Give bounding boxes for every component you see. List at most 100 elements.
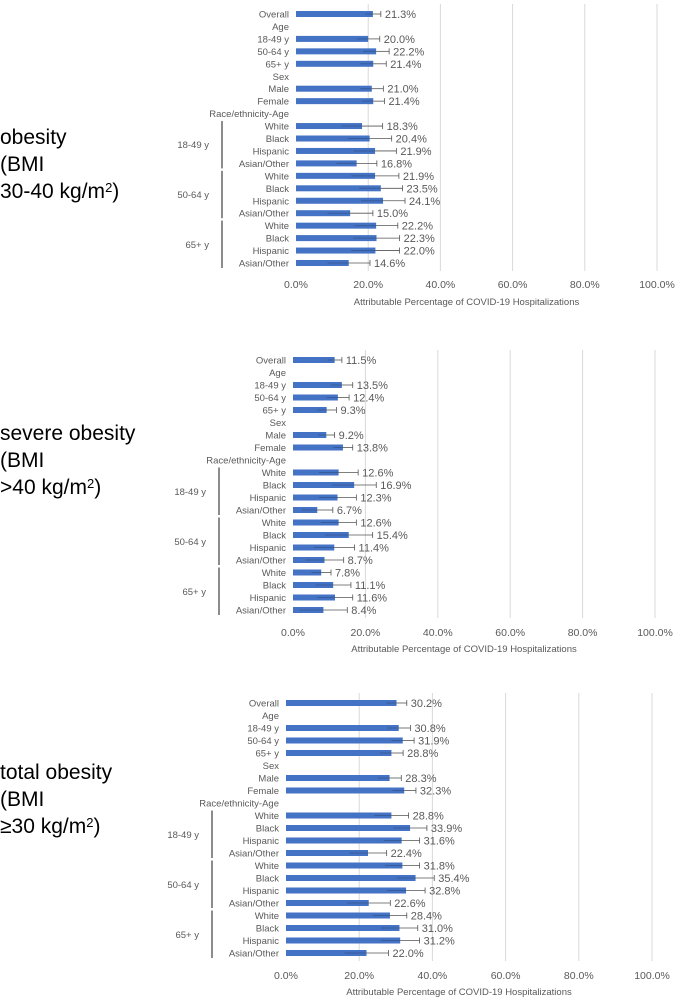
category-label: Black xyxy=(256,824,279,835)
value-label: 30.8% xyxy=(414,723,445,735)
value-label: 20.0% xyxy=(384,34,415,46)
value-label: 22.0% xyxy=(392,948,423,960)
x-tick-label: 20.0% xyxy=(353,279,383,291)
value-label: 11.1% xyxy=(355,580,386,592)
category-label: Asian/Other xyxy=(239,159,289,170)
bar xyxy=(296,135,370,142)
bar xyxy=(296,147,376,154)
bar xyxy=(296,60,374,67)
category-label: Asian/Other xyxy=(236,556,286,567)
unit: 30-40 kg/m xyxy=(0,180,106,203)
category-label: 50-64 y xyxy=(247,736,279,747)
panel-title-total-obesity: total obesity (BMI ≥30 kg/m2) xyxy=(0,759,112,840)
x-axis-label: Attributable Percentage of COVID-19 Hosp… xyxy=(346,987,572,998)
category-label: Overall xyxy=(259,10,289,21)
x-tick-label: 60.0% xyxy=(491,970,521,982)
category-label: 50-64 y xyxy=(257,47,289,58)
group-label: 65+ y xyxy=(182,587,206,598)
group-label: 65+ y xyxy=(175,930,199,941)
category-label: Black xyxy=(256,924,279,935)
category-label: Hispanic xyxy=(253,196,290,207)
value-label: 21.3% xyxy=(385,9,416,21)
bar xyxy=(286,950,367,956)
x-tick-label: 20.0% xyxy=(351,627,381,639)
value-label: 31.0% xyxy=(422,923,453,935)
category-label: Sex xyxy=(263,761,280,772)
bar xyxy=(293,382,342,388)
group-label: 50-64 y xyxy=(177,190,209,201)
x-axis-label: Attributable Percentage of COVID-19 Hosp… xyxy=(351,644,577,655)
category-label: White xyxy=(262,568,286,579)
category-label: Race/ethnicity-Age xyxy=(199,799,279,810)
bar xyxy=(296,85,372,92)
category-label: Male xyxy=(258,774,279,785)
bar xyxy=(293,444,343,451)
value-label: 21.4% xyxy=(390,59,421,71)
category-label: 18-49 y xyxy=(254,381,286,392)
category-label: 18-49 y xyxy=(247,724,279,735)
category-label: Asian/Other xyxy=(229,949,279,960)
value-label: 22.0% xyxy=(404,246,435,258)
group-label: 50-64 y xyxy=(167,880,199,891)
category-label: Asian/Other xyxy=(229,849,279,860)
category-label: Asian/Other xyxy=(239,209,289,220)
category-label: 65+ y xyxy=(255,749,279,760)
category-label: Black xyxy=(256,874,279,885)
category-label: Asian/Other xyxy=(239,259,289,270)
bar xyxy=(296,160,357,167)
panel-title-line1: severe obesity xyxy=(0,422,136,445)
panel-title-obesity: obesity (BMI 30-40 kg/m2) xyxy=(0,124,119,205)
panel-title-line3: ≥30 kg/m2) xyxy=(0,813,112,840)
bar xyxy=(286,775,390,781)
panel-title-line1: obesity xyxy=(0,126,67,149)
value-label: 21.4% xyxy=(388,96,419,108)
value-label: 8.7% xyxy=(348,555,373,567)
x-tick-label: 0.0% xyxy=(281,627,305,639)
bar xyxy=(296,260,349,266)
x-tick-label: 80.0% xyxy=(568,627,598,639)
bar xyxy=(293,569,322,576)
value-label: 32.8% xyxy=(429,886,460,898)
x-tick-label: 40.0% xyxy=(423,627,453,639)
category-label: White xyxy=(255,911,279,922)
x-tick-label: 20.0% xyxy=(344,970,374,982)
x-tick-label: 100.0% xyxy=(637,627,673,639)
bar xyxy=(286,937,401,944)
category-label: Female xyxy=(254,443,286,454)
value-label: 12.6% xyxy=(362,468,393,480)
category-label: Female xyxy=(247,786,279,797)
bar xyxy=(296,35,369,42)
bar xyxy=(296,48,377,55)
unit-exponent: 2 xyxy=(86,476,95,491)
value-label: 31.9% xyxy=(418,736,449,748)
value-label: 28.3% xyxy=(405,773,436,785)
value-label: 8.4% xyxy=(351,605,376,617)
bar xyxy=(286,787,405,794)
group-label: 18-49 y xyxy=(174,487,206,498)
category-label: 65+ y xyxy=(262,406,286,417)
bar xyxy=(286,925,400,931)
value-label: 21.9% xyxy=(403,171,434,183)
category-label: Hispanic xyxy=(243,836,280,847)
bar xyxy=(296,210,351,217)
value-label: 14.6% xyxy=(374,258,405,270)
bar xyxy=(293,532,349,538)
bar xyxy=(296,123,363,130)
value-label: 22.4% xyxy=(391,848,422,860)
category-label: Age xyxy=(262,711,279,722)
category-label: 18-49 y xyxy=(257,34,289,45)
category-label: Asian/Other xyxy=(236,506,286,517)
category-label: Race/ethnicity-Age xyxy=(209,109,289,120)
unit: ≥30 kg/m xyxy=(0,815,87,838)
category-label: Hispanic xyxy=(250,543,287,554)
category-label: Age xyxy=(269,368,286,379)
category-label: 65+ y xyxy=(265,59,289,70)
value-label: 22.3% xyxy=(404,233,435,245)
bar xyxy=(286,862,403,869)
value-label: 13.8% xyxy=(357,443,388,455)
category-label: Black xyxy=(263,481,286,492)
category-label: Age xyxy=(272,22,289,33)
x-tick-label: 0.0% xyxy=(274,970,298,982)
category-label: Hispanic xyxy=(250,593,287,604)
value-label: 13.5% xyxy=(357,380,388,392)
